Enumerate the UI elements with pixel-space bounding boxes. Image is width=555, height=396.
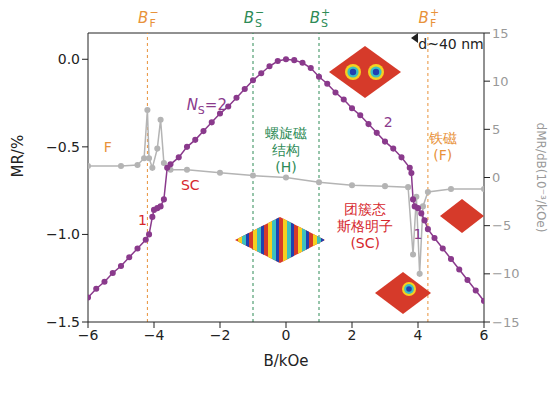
svg-text:B: B [310,9,320,27]
svg-text:dMR/dB(10⁻³/kOe): dMR/dB(10⁻³/kOe) [534,123,548,233]
svg-text:0.0: 0.0 [58,51,80,67]
svg-text:(F): (F) [433,147,452,163]
svg-text:5: 5 [492,122,500,137]
svg-text:结构: 结构 [272,142,300,158]
svg-text:1: 1 [138,212,147,228]
svg-text:6: 6 [480,327,489,343]
svg-text:d~40 nm: d~40 nm [418,36,483,52]
svg-text:螺旋磁: 螺旋磁 [265,125,307,141]
svg-text:10: 10 [492,74,509,89]
svg-text:0: 0 [492,170,500,185]
svg-text:NS=2: NS=2 [187,96,227,117]
svg-text:(H): (H) [275,159,296,175]
svg-text:4: 4 [414,327,423,343]
svg-text:B: B [244,9,254,27]
svg-text:团簇态: 团簇态 [344,201,386,217]
svg-text:S: S [255,17,262,30]
svg-text:S: S [321,17,328,30]
svg-text:(SC): (SC) [350,235,380,251]
svg-text:−0.5: −0.5 [46,139,80,155]
svg-text:−4: −4 [144,327,165,343]
svg-text:−10: −10 [492,266,519,281]
svg-text:−2: −2 [210,327,231,343]
svg-text:斯格明子: 斯格明子 [337,218,393,234]
svg-text:F: F [104,139,112,155]
svg-text:SC: SC [181,177,200,193]
svg-text:−5: −5 [492,218,511,233]
svg-text:F: F [149,17,155,30]
svg-text:B: B [419,9,429,27]
svg-text:F: F [430,17,436,30]
svg-text:B: B [138,9,148,27]
svg-text:−1.0: −1.0 [46,226,80,242]
svg-text:B/kOe: B/kOe [263,352,308,370]
svg-text:0: 0 [282,327,291,343]
svg-text:铁磁: 铁磁 [428,130,457,146]
svg-text:2: 2 [384,114,393,130]
svg-text:MR/%: MR/% [9,135,27,178]
svg-text:−6: −6 [78,327,99,343]
svg-text:−15: −15 [492,315,519,330]
svg-text:2: 2 [348,327,357,343]
svg-text:15: 15 [492,26,509,41]
svg-text:1: 1 [414,226,423,242]
svg-text:−1.5: −1.5 [46,314,80,330]
